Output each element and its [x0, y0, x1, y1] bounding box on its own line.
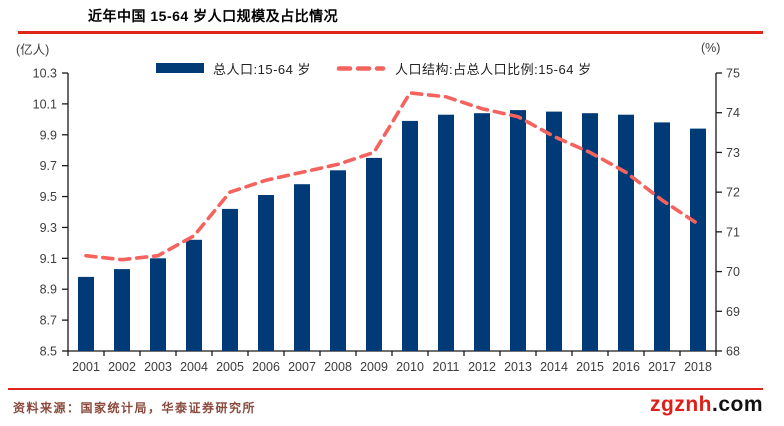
- svg-text:2017: 2017: [648, 360, 676, 374]
- svg-text:9.7: 9.7: [40, 159, 57, 173]
- svg-text:2018: 2018: [684, 360, 712, 374]
- legend-bar-swatch: [156, 63, 204, 73]
- bar: [402, 120, 418, 352]
- chart-legend: 总人口:15-64 岁 人口结构:占总人口比例:15-64 岁: [156, 60, 592, 77]
- svg-text:2005: 2005: [216, 360, 244, 374]
- x-axis-labels: 2001 2002 2003 2004 2005 2006 2007 2008 2009 2010…: [72, 360, 712, 374]
- bar: [546, 111, 562, 351]
- legend-line-label: 人口结构:占总人口比例:15-64 岁: [394, 61, 592, 77]
- svg-text:8.5: 8.5: [40, 345, 57, 359]
- svg-text:9.3: 9.3: [40, 221, 57, 235]
- svg-text:8.7: 8.7: [40, 314, 57, 328]
- svg-text:2016: 2016: [612, 360, 640, 374]
- bar: [78, 276, 94, 351]
- svg-text:74: 74: [726, 106, 740, 120]
- svg-text:2014: 2014: [540, 360, 568, 374]
- bar: [690, 128, 706, 351]
- chart-title: 近年中国 15-64 岁人口规模及占比情况: [88, 8, 339, 24]
- svg-text:71: 71: [726, 225, 740, 239]
- y-axis-left-labels: 8.5 8.7 8.9 9.1 9.3 9.5 9.7 9.9 10.1 10.3: [33, 67, 57, 359]
- svg-text:2015: 2015: [576, 360, 604, 374]
- svg-text:2004: 2004: [180, 360, 208, 374]
- svg-text:75: 75: [726, 67, 740, 81]
- svg-text:73: 73: [726, 146, 740, 160]
- watermark-brand: zgznh: [650, 393, 712, 416]
- svg-text:9.5: 9.5: [40, 190, 57, 204]
- svg-text:70: 70: [726, 265, 740, 279]
- svg-text:72: 72: [726, 186, 740, 200]
- footer-divider: [8, 388, 763, 390]
- trend-line-share: [84, 91, 700, 262]
- site-watermark: zgznh.com: [650, 393, 763, 417]
- svg-text:2001: 2001: [72, 360, 100, 374]
- svg-text:2003: 2003: [144, 360, 172, 374]
- bar: [366, 157, 382, 351]
- svg-text:2007: 2007: [288, 360, 316, 374]
- bar: [114, 269, 130, 351]
- bar: [294, 184, 310, 351]
- bars-total-population: [78, 110, 706, 352]
- svg-text:69: 69: [726, 305, 740, 319]
- bar: [258, 195, 274, 351]
- y-axis-right-labels: 68 69 70 71 72 73 74 75: [726, 67, 740, 359]
- right-axis-unit-label: (%): [701, 41, 721, 55]
- svg-text:10.1: 10.1: [33, 97, 57, 111]
- svg-text:8.9: 8.9: [40, 283, 57, 297]
- title-divider: [18, 31, 763, 34]
- bar: [654, 122, 670, 352]
- bar: [582, 113, 598, 351]
- svg-text:2006: 2006: [252, 360, 280, 374]
- svg-text:2002: 2002: [108, 360, 136, 374]
- svg-text:2011: 2011: [433, 360, 460, 374]
- bar: [510, 110, 526, 351]
- svg-text:10.3: 10.3: [33, 67, 57, 81]
- legend-line-swatch: [336, 65, 386, 71]
- svg-text:68: 68: [726, 345, 740, 359]
- svg-text:2010: 2010: [396, 360, 424, 374]
- legend-bar-label: 总人口:15-64 岁: [213, 61, 311, 77]
- svg-text:2009: 2009: [360, 360, 388, 374]
- bar: [222, 208, 238, 351]
- bar: [150, 258, 166, 351]
- axes: [62, 72, 722, 356]
- watermark-suffix: .com: [711, 393, 763, 416]
- svg-text:9.1: 9.1: [40, 252, 57, 266]
- bar: [438, 114, 454, 351]
- svg-text:2013: 2013: [504, 360, 532, 374]
- bar: [474, 113, 490, 351]
- bar: [330, 170, 346, 351]
- svg-text:2008: 2008: [324, 360, 352, 374]
- source-note: 资料来源：国家统计局，华泰证券研究所: [13, 401, 257, 415]
- svg-text:2012: 2012: [468, 360, 496, 374]
- bar: [618, 114, 634, 351]
- bar: [186, 239, 202, 351]
- left-axis-unit-label: (亿人): [16, 43, 50, 57]
- svg-text:9.9: 9.9: [40, 128, 57, 142]
